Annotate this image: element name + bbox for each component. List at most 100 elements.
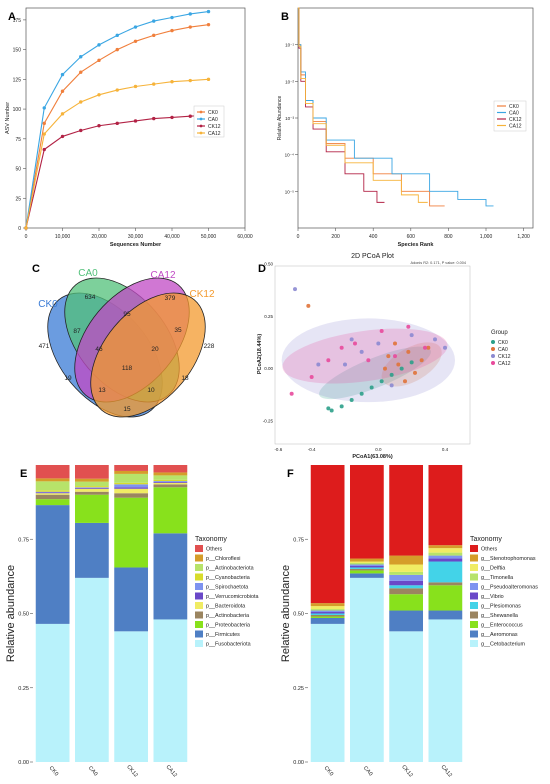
data-point-ca0 xyxy=(386,354,391,359)
panel-label-d: D xyxy=(258,263,266,275)
series-line-ck12 xyxy=(25,114,209,229)
bar-segment xyxy=(74,494,109,523)
y-tick-label: 0.50 xyxy=(264,262,273,267)
legend-label: p__Verrucomicrobiota xyxy=(206,594,258,600)
y-tick-label: 0.50 xyxy=(18,612,29,618)
data-point-ca12 xyxy=(366,358,371,363)
x-tick-label: CK0 xyxy=(48,765,59,777)
bar-segment xyxy=(114,473,149,483)
legend-label: Others xyxy=(206,547,222,553)
venn-set-label: CK0 xyxy=(38,299,58,310)
bar-segment xyxy=(35,490,70,492)
y-tick-label: 10⁻⁵ xyxy=(285,189,294,194)
data-point-ck0 xyxy=(359,391,364,396)
bar-segment xyxy=(114,487,149,489)
bar-segment xyxy=(35,493,70,495)
bar-segment xyxy=(310,613,345,615)
y-tick-label: 175 xyxy=(13,18,22,24)
data-point-ca0 xyxy=(383,366,387,371)
legend-swatch xyxy=(470,554,478,562)
bar-segment xyxy=(349,465,384,559)
data-point-ca0 xyxy=(393,341,397,346)
x-tick-label: 400 xyxy=(369,234,378,240)
legend-swatch xyxy=(470,573,478,581)
y-tick-label: 0.00 xyxy=(18,760,29,766)
bar-segment xyxy=(35,492,70,494)
bar-segment xyxy=(428,545,463,549)
bar-segment xyxy=(310,609,345,611)
legend-marker xyxy=(199,110,203,114)
data-point-ck0 xyxy=(329,408,334,413)
x-tick-label: CA0 xyxy=(87,765,98,777)
legend-swatch xyxy=(470,611,478,619)
data-point-ck12 xyxy=(79,128,83,133)
confidence-ellipse-ck0 xyxy=(319,346,431,400)
legend-label: g__Shewanella xyxy=(481,613,518,619)
bar-segment xyxy=(35,481,70,491)
x-tick-label: CA12 xyxy=(439,764,452,778)
bar-segment xyxy=(153,533,188,620)
bar-segment xyxy=(114,470,149,474)
panel-label-a: A xyxy=(8,11,16,23)
legend-marker xyxy=(491,340,495,344)
data-point-ck12 xyxy=(376,341,381,346)
data-point-ca12 xyxy=(79,100,83,104)
x-tick-label: 40,000 xyxy=(164,234,180,240)
venn-set-ck12 xyxy=(90,292,206,418)
bar-segment xyxy=(153,481,188,482)
data-point-ck0 xyxy=(152,33,156,38)
legend-title: Group xyxy=(491,330,508,336)
legend-marker xyxy=(491,354,495,358)
x-tick-label: CK0 xyxy=(323,765,334,777)
data-point-ck0 xyxy=(133,39,138,43)
bar-segment xyxy=(35,478,70,482)
x-tick-label: CA12 xyxy=(164,764,177,778)
y-tick-label: 10⁻¹ xyxy=(285,43,294,48)
legend-marker xyxy=(199,131,203,135)
x-tick-label: CK12 xyxy=(400,764,413,778)
x-tick-label: -0.6 xyxy=(274,447,282,452)
bar-segment xyxy=(389,555,424,565)
legend-swatch xyxy=(195,640,203,647)
x-axis-label: PCoA1(63.08%) xyxy=(352,454,393,460)
data-point-ca0 xyxy=(60,72,65,77)
data-point-ca0 xyxy=(79,55,83,59)
legend-label: p__Firmicutes xyxy=(206,632,240,638)
bar-segment xyxy=(428,561,463,583)
bar-segment xyxy=(35,491,70,493)
series-line-ca12 xyxy=(25,78,209,229)
x-tick-label: 600 xyxy=(407,234,416,240)
data-point-ck0 xyxy=(369,385,374,390)
data-point-ca0 xyxy=(133,25,138,29)
bar-segment xyxy=(153,482,188,485)
x-tick-label: -0.4 xyxy=(308,447,316,452)
bar-segment xyxy=(310,623,345,762)
legend-label: CA12 xyxy=(509,124,522,130)
y-tick-label: 75 xyxy=(15,137,21,143)
data-point-ck0 xyxy=(42,121,46,126)
legend-marker xyxy=(491,361,495,365)
bar-segment xyxy=(153,465,188,473)
bar-segment xyxy=(389,594,424,611)
legend-label: g__Aeromonas xyxy=(481,632,518,638)
venn-region-count: 87 xyxy=(73,328,81,335)
data-point-ca0 xyxy=(413,370,417,375)
data-point-ck0 xyxy=(188,25,192,29)
legend-label: g__Delftia xyxy=(481,566,505,572)
legend-swatch xyxy=(195,564,203,571)
data-point-ck12 xyxy=(170,115,174,120)
venn-region-count: 379 xyxy=(165,295,176,302)
bar-segment xyxy=(389,571,424,575)
chart-title: 2D PCoA Plot xyxy=(351,253,394,260)
data-point-ca0 xyxy=(115,33,119,38)
venn-region-count: 634 xyxy=(85,294,96,301)
venn-region-count: 10 xyxy=(147,387,155,394)
series-line-ck12 xyxy=(298,7,385,203)
chart-d-pcoa: D 2D PCoA Plot Adonis R2: 0.171, P value:… xyxy=(257,253,511,460)
legend-swatch xyxy=(195,573,203,581)
data-point-ck12 xyxy=(293,287,297,292)
venn-region-count: 46 xyxy=(95,346,103,353)
legend-swatch xyxy=(470,630,478,638)
data-point-ck12 xyxy=(42,147,46,152)
data-point-ck0 xyxy=(97,58,101,63)
